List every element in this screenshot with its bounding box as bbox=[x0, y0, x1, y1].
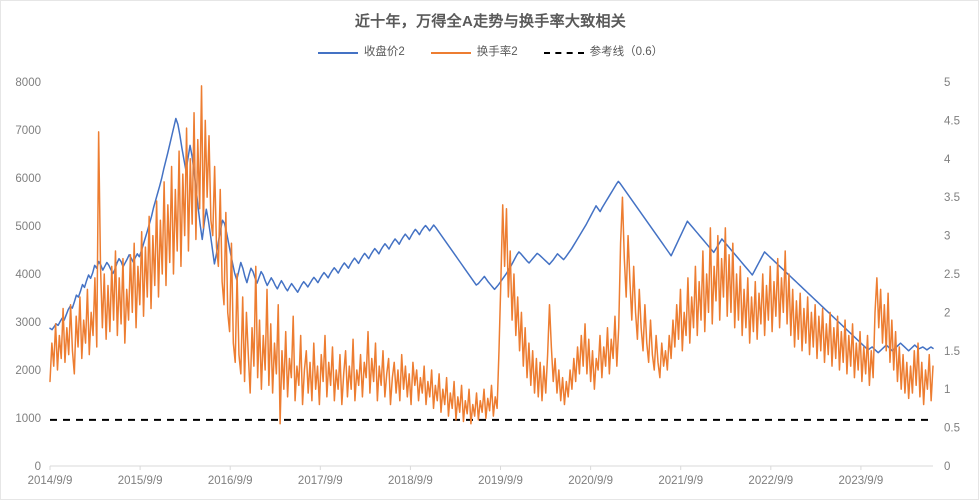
y-right-tick-label: 3 bbox=[944, 231, 950, 243]
y-right-tick-label: 0 bbox=[944, 461, 950, 473]
y-right-tick-label: 2.5 bbox=[944, 269, 960, 281]
y-right-tick-label: 4 bbox=[944, 154, 951, 166]
y-left-tick-label: 5000 bbox=[15, 221, 41, 233]
y-right-tick-label: 0.5 bbox=[944, 423, 960, 435]
legend-item-turnover-rate[interactable]: 换手率2 bbox=[430, 46, 518, 59]
y-left-tick-label: 2000 bbox=[15, 365, 41, 377]
y-right-tick-label: 1.5 bbox=[944, 346, 960, 358]
x-axis-tick-label: 2016/9/9 bbox=[208, 475, 253, 487]
y-right-tick-label: 4.5 bbox=[944, 115, 960, 127]
legend-label-turnover-rate: 换手率2 bbox=[476, 46, 518, 58]
y-left-tick-label: 1000 bbox=[15, 413, 41, 425]
x-axis-tick-label: 2020/9/9 bbox=[568, 475, 613, 487]
x-axis-tick-label: 2017/9/9 bbox=[298, 475, 343, 487]
x-axis-tick-label: 2014/9/9 bbox=[28, 475, 73, 487]
y-right-tick-label: 1 bbox=[944, 384, 950, 396]
y-left-tick-label: 8000 bbox=[15, 77, 41, 89]
legend-swatch-turnover-rate bbox=[430, 51, 471, 54]
x-axis-tick-label: 2022/9/9 bbox=[748, 475, 793, 487]
y-left-tick-label: 7000 bbox=[15, 125, 41, 137]
x-axis-tick-label: 2015/9/9 bbox=[118, 475, 163, 487]
y-right-tick-label: 2 bbox=[944, 307, 950, 319]
legend-item-close-price[interactable]: 收盘价2 bbox=[317, 46, 405, 59]
y-left-tick-label: 3000 bbox=[15, 317, 41, 329]
legend-item-reference-line[interactable]: 参考线（0.6） bbox=[543, 46, 664, 59]
legend-label-reference-line: 参考线（0.6） bbox=[589, 46, 664, 58]
x-axis-tick-label: 2019/9/9 bbox=[478, 475, 523, 487]
chart-legend: 收盘价2 换手率2 参考线（0.6） bbox=[1, 46, 979, 59]
x-axis-tick-label: 2021/9/9 bbox=[658, 475, 703, 487]
legend-swatch-close-price bbox=[317, 51, 358, 54]
y-left-tick-label: 6000 bbox=[15, 173, 41, 185]
y-right-tick-label: 5 bbox=[944, 77, 950, 89]
y-left-tick-label: 0 bbox=[35, 461, 41, 473]
chart-title: 近十年，万得全A走势与换手率大致相关 bbox=[354, 13, 627, 30]
series-line-turnover-rate bbox=[49, 85, 934, 425]
x-axis-tick-label: 2018/9/9 bbox=[388, 475, 433, 487]
y-right-tick-label: 3.5 bbox=[944, 192, 960, 204]
y-left-tick-label: 4000 bbox=[15, 269, 41, 281]
legend-label-close-price: 收盘价2 bbox=[363, 46, 405, 58]
legend-swatch-reference-line bbox=[543, 51, 584, 54]
x-axis-tick-label: 2023/9/9 bbox=[839, 475, 884, 487]
